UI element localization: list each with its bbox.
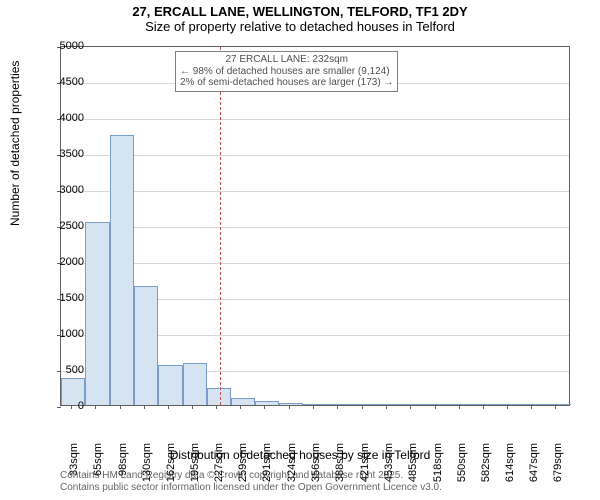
histogram-bar xyxy=(134,286,158,405)
x-tick-mark xyxy=(362,405,363,409)
title-block: 27, ERCALL LANE, WELLINGTON, TELFORD, TF… xyxy=(0,0,600,34)
title-subtitle: Size of property relative to detached ho… xyxy=(0,19,600,34)
x-tick-label: 324sqm xyxy=(286,443,298,493)
x-tick-mark xyxy=(483,405,484,409)
x-tick-label: 195sqm xyxy=(189,443,201,493)
annotation-line-2: ← 98% of detached houses are smaller (9,… xyxy=(180,66,393,78)
gridline xyxy=(61,191,569,192)
gridline xyxy=(61,227,569,228)
x-tick-label: 388sqm xyxy=(334,443,346,493)
x-tick-label: 227sqm xyxy=(213,443,225,493)
y-tick-label: 5000 xyxy=(44,40,84,52)
annotation-line-3: 2% of semi-detached houses are larger (1… xyxy=(180,77,393,89)
annotation-line-1: 27 ERCALL LANE: 232sqm xyxy=(180,54,393,66)
histogram-bar xyxy=(303,404,328,405)
x-tick-label: 518sqm xyxy=(432,443,444,493)
y-axis-label: Number of detached properties xyxy=(8,61,22,226)
y-tick-label: 1500 xyxy=(44,292,84,304)
x-tick-mark xyxy=(240,405,241,409)
histogram-bar xyxy=(498,404,522,405)
annotation-box: 27 ERCALL LANE: 232sqm← 98% of detached … xyxy=(175,51,398,92)
histogram-bar xyxy=(522,404,547,405)
x-tick-mark xyxy=(216,405,217,409)
y-tick-label: 3500 xyxy=(44,148,84,160)
y-tick-label: 2000 xyxy=(44,256,84,268)
x-tick-label: 33sqm xyxy=(68,443,80,493)
x-tick-label: 582sqm xyxy=(480,443,492,493)
x-tick-mark xyxy=(264,405,265,409)
y-tick-label: 0 xyxy=(44,400,84,412)
x-tick-label: 130sqm xyxy=(141,443,153,493)
x-tick-label: 647sqm xyxy=(528,443,540,493)
x-tick-mark xyxy=(531,405,532,409)
x-tick-label: 356sqm xyxy=(310,443,322,493)
x-tick-label: 679sqm xyxy=(552,443,564,493)
histogram-bar xyxy=(352,404,376,405)
x-tick-label: 291sqm xyxy=(261,443,273,493)
y-tick-label: 500 xyxy=(44,364,84,376)
y-tick-label: 1000 xyxy=(44,328,84,340)
histogram-bar xyxy=(110,135,134,405)
histogram-bar xyxy=(328,404,352,405)
x-tick-label: 259sqm xyxy=(237,443,249,493)
gridline xyxy=(61,119,569,120)
x-tick-mark xyxy=(120,405,121,409)
reference-line xyxy=(220,47,221,405)
histogram-bar xyxy=(474,404,498,405)
histogram-bar xyxy=(255,401,279,405)
plot-wrap: 27 ERCALL LANE: 232sqm← 98% of detached … xyxy=(60,46,570,406)
histogram-bar xyxy=(158,365,183,405)
x-tick-label: 550sqm xyxy=(456,443,468,493)
histogram-bar xyxy=(425,404,449,405)
histogram-bar xyxy=(85,222,110,405)
x-tick-mark xyxy=(95,405,96,409)
x-tick-label: 162sqm xyxy=(165,443,177,493)
x-tick-label: 485sqm xyxy=(407,443,419,493)
plot-area: 27 ERCALL LANE: 232sqm← 98% of detached … xyxy=(60,46,570,406)
histogram-bar xyxy=(449,404,474,405)
x-tick-mark xyxy=(459,405,460,409)
x-tick-mark xyxy=(337,405,338,409)
histogram-bar xyxy=(183,363,207,405)
y-tick-label: 3000 xyxy=(44,184,84,196)
x-tick-label: 614sqm xyxy=(504,443,516,493)
histogram-bar xyxy=(546,404,571,405)
histogram-bar xyxy=(231,398,256,405)
x-tick-mark xyxy=(168,405,169,409)
title-address: 27, ERCALL LANE, WELLINGTON, TELFORD, TF… xyxy=(0,4,600,19)
x-tick-mark xyxy=(144,405,145,409)
x-tick-label: 421sqm xyxy=(359,443,371,493)
x-tick-mark xyxy=(410,405,411,409)
gridline xyxy=(61,155,569,156)
x-tick-mark xyxy=(386,405,387,409)
histogram-bar xyxy=(376,404,401,405)
x-tick-mark xyxy=(192,405,193,409)
y-tick-label: 4000 xyxy=(44,112,84,124)
x-tick-label: 453sqm xyxy=(383,443,395,493)
histogram-bar xyxy=(401,404,425,405)
gridline xyxy=(61,263,569,264)
x-tick-mark xyxy=(313,405,314,409)
x-tick-mark xyxy=(289,405,290,409)
histogram-bar xyxy=(207,388,231,405)
x-tick-mark xyxy=(435,405,436,409)
y-tick-label: 2500 xyxy=(44,220,84,232)
histogram-bar xyxy=(279,403,303,405)
y-tick-label: 4500 xyxy=(44,76,84,88)
x-tick-mark xyxy=(555,405,556,409)
chart-container: 27, ERCALL LANE, WELLINGTON, TELFORD, TF… xyxy=(0,0,600,500)
x-tick-label: 98sqm xyxy=(117,443,129,493)
x-tick-mark xyxy=(507,405,508,409)
x-tick-label: 65sqm xyxy=(92,443,104,493)
